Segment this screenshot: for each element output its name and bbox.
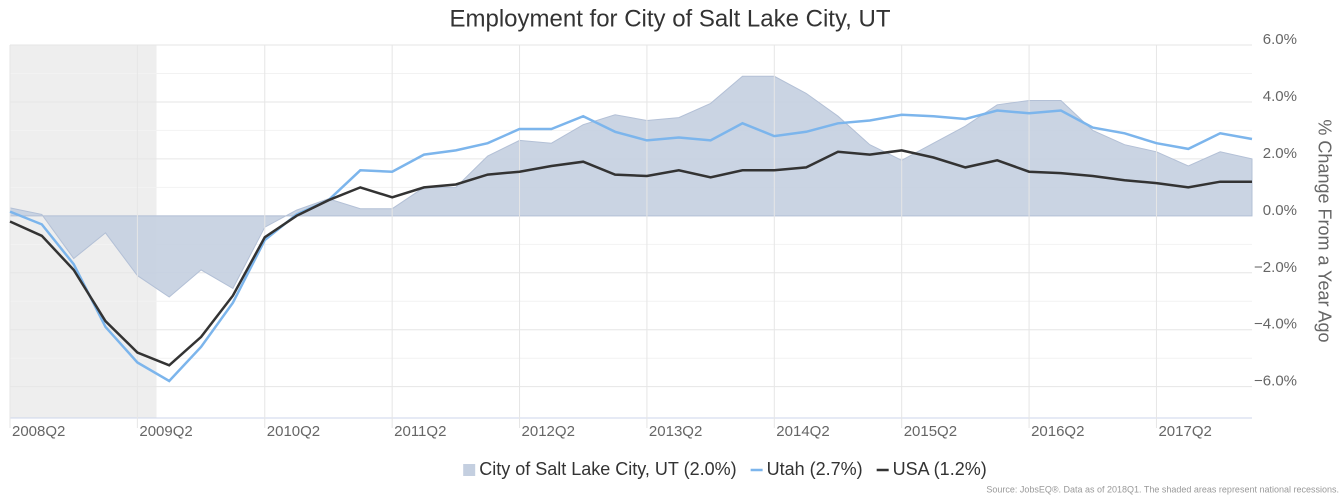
x-tick-label: 2008Q2 bbox=[12, 423, 65, 440]
y-tick-label: 0.0% bbox=[1263, 202, 1297, 219]
y-axis-label: % Change From a Year Ago bbox=[1314, 119, 1334, 342]
legend-label: USA (1.2%) bbox=[893, 459, 987, 479]
chart-title: Employment for City of Salt Lake City, U… bbox=[449, 5, 890, 32]
legend-label: City of Salt Lake City, UT (2.0%) bbox=[479, 459, 736, 479]
x-tick-label: 2014Q2 bbox=[776, 423, 829, 440]
y-tick-label: −4.0% bbox=[1254, 316, 1297, 333]
y-tick-label: −6.0% bbox=[1254, 373, 1297, 390]
y-tick-label: 6.0% bbox=[1263, 31, 1297, 48]
legend-item: Utah (2.7%) bbox=[750, 459, 863, 479]
line bbox=[9, 109, 1253, 383]
legend-swatch bbox=[463, 464, 476, 476]
legend: City of Salt Lake City, UT (2.0%) Utah (2… bbox=[463, 459, 987, 479]
x-tick-label: 2015Q2 bbox=[904, 423, 957, 440]
line bbox=[9, 149, 1252, 367]
area bbox=[9, 75, 1253, 298]
legend-label: Utah (2.7%) bbox=[767, 459, 863, 479]
x-tick-label: 2012Q2 bbox=[522, 423, 575, 440]
x-tick-label: 2009Q2 bbox=[139, 423, 192, 440]
x-tick-label: 2016Q2 bbox=[1031, 423, 1084, 440]
x-tick-label: 2010Q2 bbox=[267, 423, 320, 440]
y-tick-label: 2.0% bbox=[1263, 145, 1297, 162]
source-note: Source: JobsEQ®. Data as of 2018Q1. The … bbox=[986, 484, 1339, 494]
y-tick-label: −2.0% bbox=[1254, 259, 1297, 276]
x-tick-label: 2011Q2 bbox=[394, 423, 446, 440]
x-tick-label: 2017Q2 bbox=[1158, 423, 1211, 440]
y-tick-label: 4.0% bbox=[1263, 88, 1297, 105]
legend-item: City of Salt Lake City, UT (2.0%) bbox=[463, 459, 737, 479]
legend-item: USA (1.2%) bbox=[876, 459, 987, 479]
x-tick-label: 2013Q2 bbox=[649, 423, 702, 440]
